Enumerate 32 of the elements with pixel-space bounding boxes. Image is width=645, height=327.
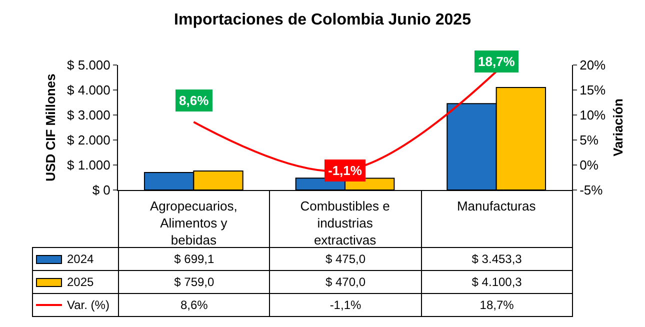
data-label: $ 759,0 (118, 270, 270, 294)
data-label: 8,6% (118, 293, 270, 317)
x-tick-label: Manufacturas (456, 198, 536, 214)
y2-tick-label: 20% (580, 58, 606, 73)
legend-label: Var. (%) (67, 298, 110, 312)
legend-label: 2024 (67, 252, 94, 266)
x-tick-label: Agropecuarios, Alimentos y bebidas (150, 198, 238, 248)
data-label: $ 475,0 (269, 247, 422, 271)
y2-tick-label: -5% (580, 182, 604, 198)
y2-tick-label: 5% (580, 132, 599, 148)
chart-title: Importaciones de Colombia Junio 2025 (174, 11, 472, 28)
legend-label: 2025 (67, 275, 94, 289)
text: 8,6% (179, 93, 209, 108)
y-tick-label: $ 2.000 (67, 132, 110, 148)
data-label: $ 699,1 (118, 247, 270, 271)
y-tick-label: $ 4.000 (67, 82, 110, 98)
data-label: 18,7% (420, 293, 573, 317)
y2-tick-label: 15% (580, 82, 606, 98)
y2-axis-title: Variación (610, 98, 626, 156)
data-label: -1,1% (269, 293, 422, 317)
data-label: $ 470,0 (269, 270, 422, 294)
data-label: $ 3.453,3 (420, 247, 573, 271)
y-tick-label: $ 1.000 (67, 158, 110, 173)
y2-tick-label: 10% (580, 108, 606, 123)
y-tick-label: $ 3.000 (67, 108, 110, 123)
data-label: $ 4.100,3 (420, 270, 573, 294)
y-tick-label: $ 5.000 (67, 58, 110, 73)
text: 18,7% (478, 54, 515, 69)
y2-tick-label: 0% (580, 158, 599, 173)
y-axis-title: USD CIF Millones (42, 74, 58, 182)
y-tick-label: $ 0 (92, 182, 110, 198)
x-tick-label: Combustibles e industrias extractivas (300, 198, 390, 248)
